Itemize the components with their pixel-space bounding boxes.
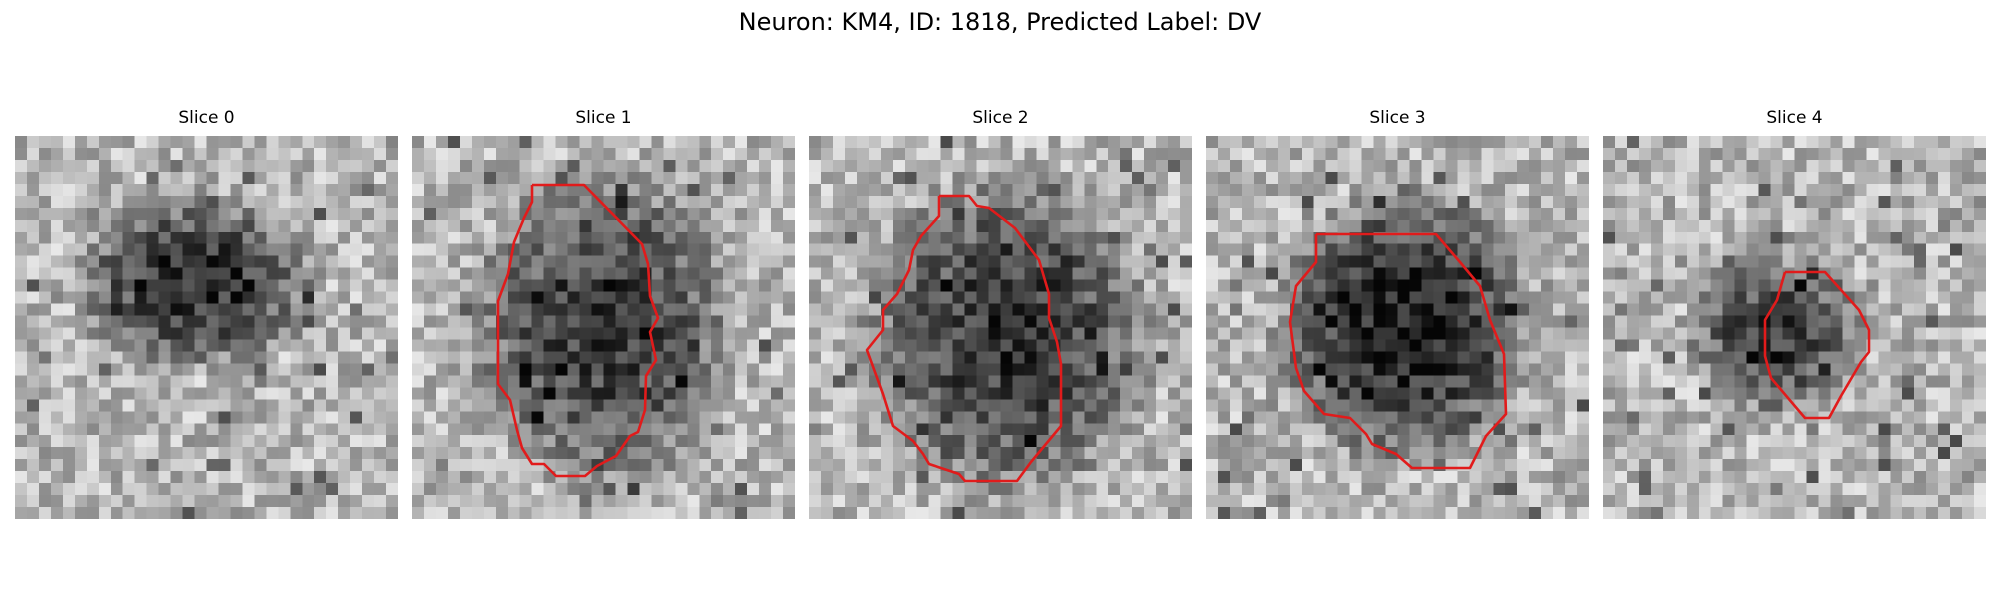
roi-contour	[1763, 270, 1871, 420]
slice-title: Slice 0	[178, 108, 235, 128]
slice-title: Slice 4	[1766, 108, 1823, 128]
slice-panel: Slice 1	[412, 108, 795, 519]
slice-panel: Slice 2	[809, 108, 1192, 519]
slice-title: Slice 3	[1369, 108, 1426, 128]
roi-contour-overlay	[865, 194, 1063, 483]
microscopy-image	[1206, 136, 1589, 519]
slice-panel: Slice 0	[15, 108, 398, 519]
grayscale-image-slice-4	[1603, 136, 1986, 519]
roi-contour-overlay	[496, 183, 660, 478]
microscopy-image	[412, 136, 795, 519]
grayscale-image-slice-1	[412, 136, 795, 519]
grayscale-image-slice-2	[809, 136, 1192, 519]
microscopy-image	[809, 136, 1192, 519]
roi-contour-overlay	[1763, 270, 1871, 420]
slice-title: Slice 1	[575, 108, 632, 128]
slice-panel: Slice 4	[1603, 108, 1986, 519]
microscopy-image	[1603, 136, 1986, 519]
roi-contour	[1288, 232, 1508, 470]
roi-contour	[496, 183, 660, 478]
slice-title: Slice 2	[972, 108, 1029, 128]
microscopy-image	[15, 136, 398, 519]
slice-panel: Slice 3	[1206, 108, 1589, 519]
grayscale-image-slice-0	[15, 136, 398, 519]
roi-contour-overlay	[1288, 232, 1508, 470]
roi-contour	[865, 194, 1063, 483]
figure-title: Neuron: KM4, ID: 1818, Predicted Label: …	[738, 8, 1262, 36]
